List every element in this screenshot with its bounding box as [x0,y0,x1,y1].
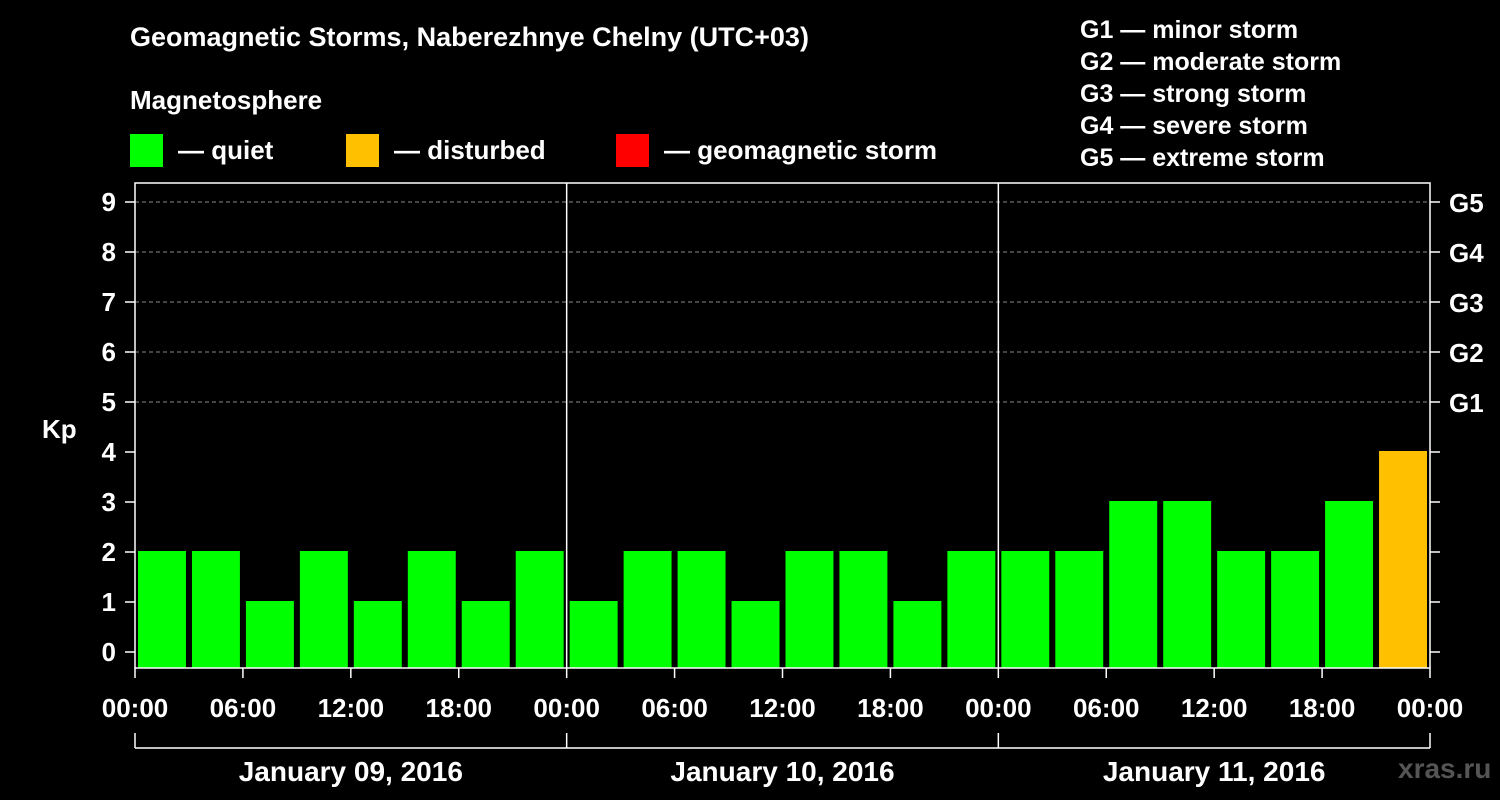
x-tick-label: 18:00 [426,693,493,723]
y-tick-label: 4 [102,437,117,467]
x-tick-label: 00:00 [102,693,169,723]
storm-level-label: G1 [1449,388,1484,418]
legend-item-disturbed: — disturbed [346,133,546,167]
kp-bar [407,551,456,668]
y-tick-label: 0 [102,637,116,667]
legend-subtitle: Magnetosphere [130,85,323,115]
y-tick-label: 3 [102,487,116,517]
day-label: January 10, 2016 [670,756,894,787]
kp-bar [1163,501,1212,668]
x-tick-label: 06:00 [1073,693,1140,723]
x-tick-label: 12:00 [318,693,385,723]
kp-bar [515,551,564,668]
x-tick-label: 06:00 [210,693,277,723]
kp-bar [353,601,402,668]
kp-bar [893,601,942,668]
scale-g4: G4 — severe storm [1080,112,1308,140]
kp-bar [461,601,510,668]
watermark: xras.ru [1398,753,1492,784]
day-label: January 11, 2016 [1103,756,1326,787]
kp-bar [1217,551,1266,668]
x-tick-label: 00:00 [1397,693,1464,723]
kp-bar [138,551,186,668]
chart-title: Geomagnetic Storms, Naberezhnye Chelny (… [130,22,809,52]
x-tick-label: 00:00 [533,693,600,723]
kp-bar [1055,551,1104,668]
kp-bar [731,601,780,668]
y-axis-label: Kp [42,414,77,444]
kp-bar [677,551,726,668]
y-tick-label: 8 [102,237,116,267]
day-label: January 09, 2016 [239,756,463,787]
legend-swatch-disturbed [346,133,379,167]
kp-bar [785,551,834,668]
legend-item-quiet: — quiet [130,133,273,167]
kp-bar [1109,501,1158,668]
storm-level-label: G5 [1449,188,1484,218]
kp-bar [1001,551,1050,668]
x-tick-label: 12:00 [749,693,816,723]
x-tick-label: 00:00 [965,693,1032,723]
kp-bar [569,601,618,668]
legend-label-quiet: — quiet [178,134,274,165]
y-tick-label: 5 [102,387,116,417]
storm-level-label: G2 [1449,338,1484,368]
storm-scale-legend: G1 — minor storm G2 — moderate storm G3 … [1080,14,1341,174]
scale-g5: G5 — extreme storm [1080,144,1325,172]
legend-swatch-storm [616,133,649,167]
scale-g3: G3 — strong storm [1080,80,1307,108]
legend-item-storm: — geomagnetic storm [616,133,937,167]
y-tick-label: 1 [102,587,116,617]
kp-bar [191,551,240,668]
x-tick-label: 18:00 [1289,693,1356,723]
kp-bar [1271,551,1320,668]
storm-level-label: G4 [1449,238,1484,268]
x-tick-label: 18:00 [857,693,924,723]
scale-g2: G2 — moderate storm [1080,48,1342,76]
y-tick-label: 6 [102,337,116,367]
kp-bar [299,551,348,668]
kp-bar [1325,501,1374,668]
y-tick-label: 7 [102,287,116,317]
legend-swatch-quiet [130,133,163,167]
storm-level-label: G3 [1449,288,1484,318]
kp-bar [839,551,888,668]
x-tick-label: 06:00 [641,693,708,723]
scale-g1: G1 — minor storm [1080,16,1299,44]
kp-bar [245,601,294,668]
x-tick-label: 12:00 [1181,693,1248,723]
kp-bar [623,551,672,668]
kp-bar [947,551,996,668]
y-tick-label: 2 [102,537,116,567]
legend-label-storm: — geomagnetic storm [664,134,938,165]
legend-label-disturbed: — disturbed [394,134,546,165]
y-tick-label: 9 [102,187,116,217]
kp-bar [1379,451,1427,668]
